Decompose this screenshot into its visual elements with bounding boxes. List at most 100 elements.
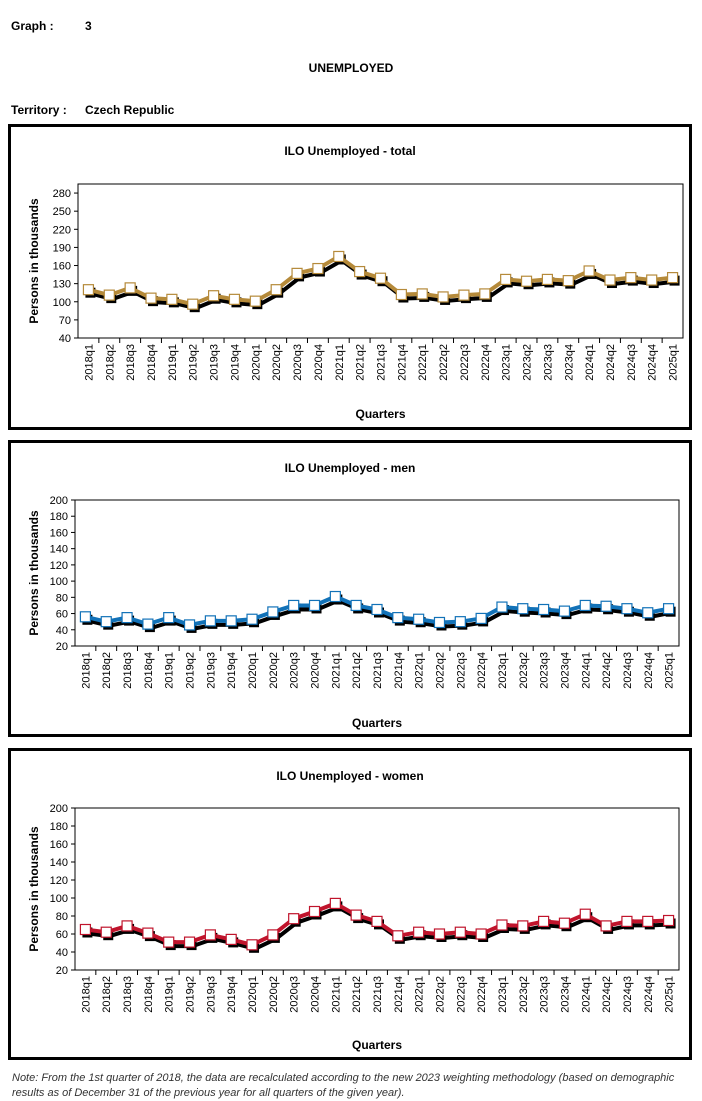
y-tick-label: 130 <box>53 279 71 291</box>
x-tick-label: 2018q2 <box>101 652 113 689</box>
x-tick-label: 2018q2 <box>101 976 113 1013</box>
y-tick-label: 280 <box>53 188 71 200</box>
x-tick-label: 2023q4 <box>563 344 575 381</box>
x-tick-label: 2019q1 <box>164 652 176 689</box>
data-point <box>350 599 362 612</box>
data-point <box>662 603 675 615</box>
x-tick-label: 2021q1 <box>330 976 342 1013</box>
x-tick-label: 2024q4 <box>643 976 655 1013</box>
y-tick-label: 60 <box>56 609 68 621</box>
x-tick-label: 2023q2 <box>518 976 530 1013</box>
x-tick-label: 2018q1 <box>83 344 95 381</box>
x-tick-label: 2018q3 <box>122 976 134 1013</box>
x-tick-label: 2025q1 <box>664 976 676 1013</box>
data-point <box>413 926 425 938</box>
x-tick-label: 2025q1 <box>668 344 680 381</box>
x-tick-label: 2023q3 <box>539 976 551 1013</box>
x-tick-label: 2018q1 <box>80 652 92 689</box>
chart-men: ILO Unemployed - men 20 40 60 80 100 120 140 160… <box>27 461 680 730</box>
x-tick-label: 2018q2 <box>104 344 116 381</box>
graph-label: Graph : <box>11 19 54 33</box>
x-tick-label: 2019q4 <box>226 976 238 1013</box>
x-tick-label: 2021q2 <box>355 344 367 381</box>
data-point <box>541 273 553 286</box>
data-point <box>82 284 95 296</box>
data-point <box>558 917 571 929</box>
x-tick-label: 2019q3 <box>209 344 221 381</box>
data-point <box>583 265 595 277</box>
data-point <box>79 923 92 936</box>
data-point <box>433 928 446 940</box>
x-tick-label: 2023q4 <box>559 976 571 1013</box>
data-point <box>475 928 487 940</box>
y-tick-label: 40 <box>59 333 71 345</box>
data-point <box>666 272 679 284</box>
x-tick-label: 2020q3 <box>289 652 301 689</box>
x-axis-label: Quarters <box>352 716 402 730</box>
x-tick-label: 2018q4 <box>146 344 158 381</box>
x-tick-label: 2022q3 <box>455 976 467 1013</box>
data-point <box>246 939 258 951</box>
x-tick-label: 2020q2 <box>268 652 280 689</box>
data-point <box>433 616 446 629</box>
data-point <box>329 590 341 603</box>
data-point <box>454 616 466 628</box>
x-tick-label: 2018q3 <box>125 344 137 381</box>
x-tick-label: 2022q1 <box>417 344 429 381</box>
data-point <box>308 905 321 918</box>
data-point <box>291 267 303 279</box>
y-tick-label: 40 <box>56 947 68 959</box>
data-point <box>354 265 366 278</box>
data-point <box>308 599 321 612</box>
data-point <box>454 926 466 938</box>
data-point <box>479 288 491 300</box>
x-tick-label: 2021q3 <box>372 652 384 689</box>
x-tick-label: 2024q3 <box>626 344 638 381</box>
data-point <box>374 272 387 284</box>
data-point <box>333 250 345 263</box>
data-point <box>183 936 196 948</box>
data-point <box>538 915 550 927</box>
y-tick-label: 180 <box>50 511 68 523</box>
data-point <box>350 909 362 921</box>
x-tick-label: 2024q2 <box>605 344 617 381</box>
graph-number: 3 <box>85 19 92 33</box>
x-tick-label: 2019q1 <box>164 976 176 1013</box>
y-tick-label: 20 <box>56 965 68 977</box>
data-point <box>642 915 654 927</box>
x-tick-label: 2022q2 <box>434 976 446 1013</box>
x-tick-label: 2024q4 <box>647 344 659 381</box>
data-point <box>249 295 261 307</box>
data-point <box>642 607 654 619</box>
data-point <box>100 616 112 628</box>
data-point <box>646 274 658 286</box>
y-tick-label: 100 <box>53 297 71 309</box>
y-tick-label: 20 <box>56 641 68 653</box>
x-tick-label: 2020q2 <box>271 344 283 381</box>
x-tick-label: 2024q2 <box>601 652 613 689</box>
y-tick-label: 220 <box>53 224 71 236</box>
x-tick-label: 2023q1 <box>501 344 513 381</box>
data-point <box>142 618 154 630</box>
y-axis-label: Persons in thousands <box>27 198 41 324</box>
x-axis-label: Quarters <box>352 1038 402 1052</box>
x-tick-label: 2021q4 <box>396 344 408 381</box>
y-tick-label: 80 <box>56 592 68 604</box>
x-tick-label: 2018q4 <box>143 652 155 689</box>
chart-title: ILO Unemployed - men <box>285 461 416 475</box>
x-tick-label: 2020q4 <box>310 652 322 689</box>
x-axis-label: Quarters <box>355 407 405 421</box>
chart-panel-men: ILO Unemployed - men 20 40 60 80 100 120 140 160… <box>8 440 692 737</box>
data-point <box>228 293 241 305</box>
data-point <box>79 611 92 623</box>
chart-women: ILO Unemployed - women 20 40 60 80 100 120 140 1… <box>27 769 680 1052</box>
x-tick-label: 2024q2 <box>601 976 613 1013</box>
data-point <box>496 601 508 613</box>
x-tick-label: 2020q1 <box>250 344 262 381</box>
x-tick-label: 2022q2 <box>438 344 450 381</box>
data-point <box>458 289 470 301</box>
data-point <box>100 926 112 938</box>
data-point <box>267 929 279 941</box>
page-title: UNEMPLOYED <box>308 61 394 75</box>
y-tick-label: 160 <box>50 839 68 851</box>
